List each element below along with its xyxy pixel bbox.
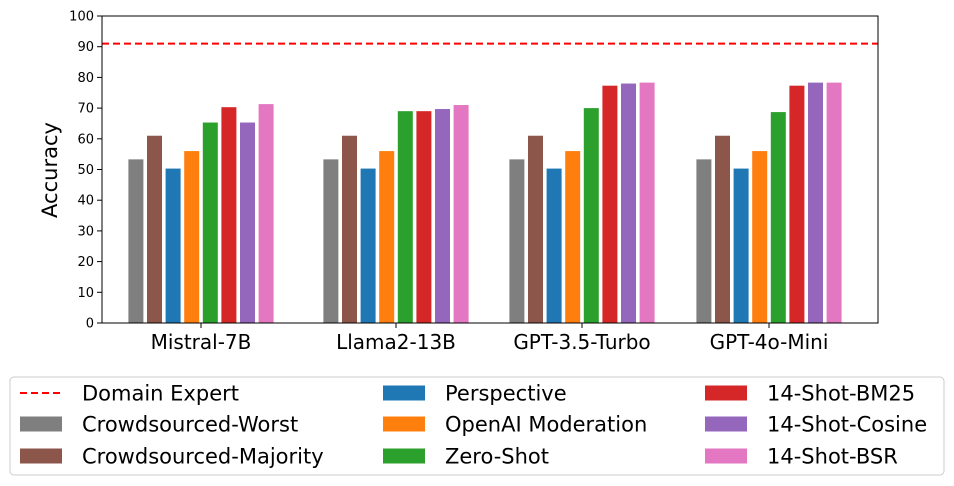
y-axis: 0 10 20 30 40 50 60 70 80 90 100 bbox=[69, 10, 102, 332]
bar-14-shot-cosine-llama2-13b bbox=[435, 109, 450, 323]
legend-swatch-perspective bbox=[383, 385, 425, 401]
bar-14-shot-bsr-gpt-3-5-turbo bbox=[639, 82, 655, 323]
y-tick-label: 20 bbox=[77, 255, 94, 270]
bar-crowdsourced-majority-llama2-13b bbox=[342, 135, 357, 323]
bar-openai-moderation-gpt-3-5-turbo bbox=[565, 151, 581, 323]
legend-label-zero-shot: Zero-Shot bbox=[445, 445, 549, 469]
bar-crowdsourced-majority-gpt-4o-mini bbox=[715, 135, 730, 323]
legend-label-domain-expert: Domain Expert bbox=[82, 382, 239, 406]
bar-14-shot-cosine-mistral-7b bbox=[240, 122, 255, 324]
bar-crowdsourced-worst-llama2-13b bbox=[323, 159, 339, 323]
bar-openai-moderation-mistral-7b bbox=[184, 151, 200, 323]
x-tick-label-gpt-4o-mini: GPT-4o-Mini bbox=[710, 330, 829, 354]
bar-perspective-gpt-3-5-turbo bbox=[546, 168, 562, 323]
bar-zero-shot-mistral-7b bbox=[202, 122, 218, 324]
bars-layer bbox=[128, 82, 842, 324]
bar-openai-moderation-gpt-4o-mini bbox=[752, 151, 768, 323]
x-axis: Mistral-7B Llama2-13B GPT-3.5-Turbo GPT-4o-… bbox=[151, 323, 829, 354]
y-tick-label: 10 bbox=[77, 286, 94, 301]
x-tick-label-gpt-3-5-turbo: GPT-3.5-Turbo bbox=[513, 330, 650, 354]
y-tick-label: 50 bbox=[77, 163, 94, 178]
y-tick-label: 60 bbox=[77, 132, 94, 147]
bar-perspective-gpt-4o-mini bbox=[733, 168, 749, 323]
y-axis-label: Accuracy bbox=[38, 122, 62, 218]
bar-14-shot-bm25-llama2-13b bbox=[416, 111, 432, 323]
y-tick-label: 0 bbox=[86, 317, 94, 332]
legend-label-14-shot-bm25: 14-Shot-BM25 bbox=[767, 382, 915, 406]
legend-swatch-14-shot-bsr bbox=[705, 448, 747, 464]
y-tick-label: 80 bbox=[77, 71, 94, 86]
bar-zero-shot-gpt-4o-mini bbox=[770, 112, 786, 323]
x-tick-label-llama2-13b: Llama2-13B bbox=[336, 330, 456, 354]
bar-zero-shot-llama2-13b bbox=[397, 111, 413, 323]
bar-zero-shot-gpt-3-5-turbo bbox=[583, 108, 599, 323]
legend-swatch-crowdsourced-majority bbox=[20, 448, 62, 464]
y-tick-label: 30 bbox=[77, 224, 94, 239]
legend-swatch-14-shot-bm25 bbox=[705, 385, 747, 401]
bar-14-shot-cosine-gpt-4o-mini bbox=[808, 82, 823, 323]
bar-crowdsourced-majority-gpt-3-5-turbo bbox=[528, 135, 543, 323]
legend-label-14-shot-cosine: 14-Shot-Cosine bbox=[767, 413, 927, 437]
bar-openai-moderation-llama2-13b bbox=[379, 151, 395, 323]
x-tick-label-mistral-7b: Mistral-7B bbox=[151, 330, 252, 354]
bar-14-shot-bsr-gpt-4o-mini bbox=[826, 82, 842, 323]
legend-swatch-14-shot-cosine bbox=[705, 416, 747, 432]
y-tick-label: 70 bbox=[77, 102, 94, 117]
legend-label-14-shot-bsr: 14-Shot-BSR bbox=[767, 445, 898, 469]
bar-14-shot-bsr-llama2-13b bbox=[453, 105, 469, 323]
legend-label-crowdsourced-worst: Crowdsourced-Worst bbox=[82, 413, 298, 437]
y-tick-label: 90 bbox=[77, 40, 94, 55]
y-tick-label: 100 bbox=[69, 10, 94, 25]
legend-swatch-zero-shot bbox=[383, 448, 425, 464]
bar-14-shot-bm25-gpt-4o-mini bbox=[789, 85, 805, 324]
legend-label-crowdsourced-majority: Crowdsourced-Majority bbox=[82, 445, 324, 469]
legend: Domain Expert Crowdsourced-Worst Crowdsour… bbox=[9, 376, 945, 476]
bar-crowdsourced-majority-mistral-7b bbox=[147, 135, 162, 323]
bar-perspective-llama2-13b bbox=[360, 168, 376, 323]
bar-crowdsourced-worst-mistral-7b bbox=[128, 159, 144, 323]
bar-14-shot-cosine-gpt-3-5-turbo bbox=[621, 83, 636, 323]
y-tick-label: 40 bbox=[77, 194, 94, 209]
bar-14-shot-bm25-mistral-7b bbox=[221, 107, 237, 323]
bar-14-shot-bm25-gpt-3-5-turbo bbox=[602, 85, 618, 324]
bar-crowdsourced-worst-gpt-4o-mini bbox=[696, 159, 712, 323]
bar-crowdsourced-worst-gpt-3-5-turbo bbox=[509, 159, 525, 323]
legend-label-openai-moderation: OpenAI Moderation bbox=[445, 413, 647, 437]
legend-swatch-crowdsourced-worst bbox=[20, 416, 62, 432]
legend-label-perspective: Perspective bbox=[445, 382, 567, 406]
bar-perspective-mistral-7b bbox=[165, 168, 181, 323]
legend-swatch-openai-moderation bbox=[383, 416, 425, 432]
bar-14-shot-bsr-mistral-7b bbox=[258, 104, 274, 323]
